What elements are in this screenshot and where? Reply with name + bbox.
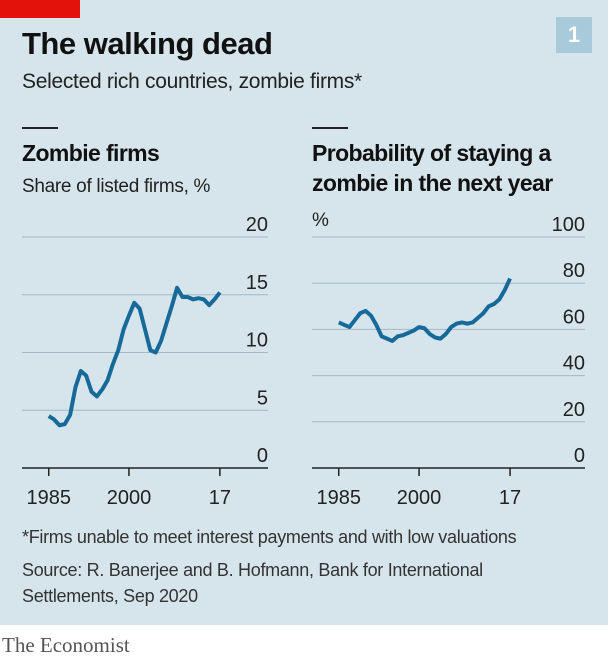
y-tick-label: 5 xyxy=(257,387,268,409)
y-tick-label: 0 xyxy=(574,445,585,467)
brand: The Economist xyxy=(2,633,130,657)
footer xyxy=(0,625,608,662)
source: Source: R. Banerjee and B. Hofmann, Bank… xyxy=(22,560,483,606)
x-tick-label: 1985 xyxy=(26,487,71,509)
y-tick-label: 20 xyxy=(246,214,268,236)
y-tick-label: 40 xyxy=(563,353,585,375)
panel-title: Zombie firms xyxy=(22,140,160,166)
x-tick-label: 2000 xyxy=(397,487,442,509)
x-tick-label: 2000 xyxy=(107,487,152,509)
y-tick-label: 10 xyxy=(246,330,268,352)
subtitle: Selected rich countries, zombie firms* xyxy=(22,70,362,93)
panel-title: Probability of staying a zombie in the n… xyxy=(312,140,553,196)
rule xyxy=(22,127,58,129)
y-tick-label: 60 xyxy=(563,306,585,328)
title: The walking dead xyxy=(22,26,273,61)
x-tick-label: 1985 xyxy=(317,487,362,509)
data-line xyxy=(47,285,222,428)
y-tick-label: 80 xyxy=(563,260,585,282)
badge: 1 xyxy=(556,17,592,53)
panel-subtitle: Share of listed firms, % xyxy=(22,176,211,197)
red-bar xyxy=(0,0,80,18)
data-line xyxy=(337,277,512,343)
x-tick-label: 17 xyxy=(209,487,231,509)
y-tick-label: 100 xyxy=(552,214,585,236)
y-tick-label: 0 xyxy=(257,445,268,467)
y-tick-label: 15 xyxy=(246,272,268,294)
x-tick-label: 17 xyxy=(499,487,521,509)
y-tick-label: 20 xyxy=(563,399,585,421)
rule xyxy=(312,127,348,129)
panel-subtitle: % xyxy=(312,210,329,231)
footnote: *Firms unable to meet interest payments … xyxy=(22,527,517,547)
